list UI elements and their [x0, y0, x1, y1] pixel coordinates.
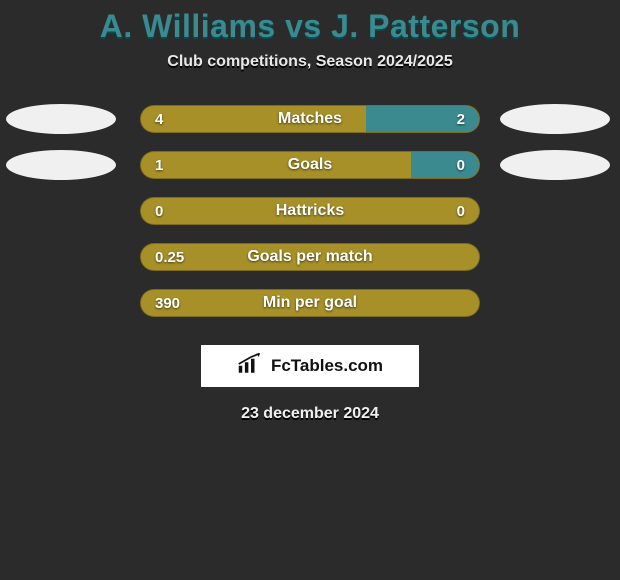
- stat-bar: 0Hattricks0: [140, 197, 480, 225]
- comparison-title: A. Williams vs J. Patterson: [0, 8, 620, 45]
- stat-label: Matches: [141, 106, 479, 132]
- player-left-badge: [6, 150, 116, 180]
- stat-row: 0.25Goals per match: [0, 237, 620, 283]
- stat-bar: 4Matches2: [140, 105, 480, 133]
- stat-row: 390Min per goal: [0, 283, 620, 329]
- stat-label: Min per goal: [141, 290, 479, 316]
- chart-icon: [237, 353, 265, 380]
- stat-label: Goals per match: [141, 244, 479, 270]
- subtitle: Club competitions, Season 2024/2025: [0, 53, 620, 71]
- stat-value-right: 0: [457, 152, 465, 178]
- stat-row: 1Goals0: [0, 145, 620, 191]
- date-text: 23 december 2024: [0, 405, 620, 423]
- stat-bar: 390Min per goal: [140, 289, 480, 317]
- stat-row: 0Hattricks0: [0, 191, 620, 237]
- stat-bar: 0.25Goals per match: [140, 243, 480, 271]
- brand-text: FcTables.com: [271, 356, 383, 376]
- stat-label: Hattricks: [141, 198, 479, 224]
- brand-badge[interactable]: FcTables.com: [201, 345, 419, 387]
- player-left-badge: [6, 104, 116, 134]
- stat-value-right: 0: [457, 198, 465, 224]
- stat-bar: 1Goals0: [140, 151, 480, 179]
- stat-row: 4Matches2: [0, 99, 620, 145]
- player-right-badge: [500, 104, 610, 134]
- player-right-badge: [500, 150, 610, 180]
- stats-rows: 4Matches21Goals00Hattricks00.25Goals per…: [0, 99, 620, 329]
- stat-value-right: 2: [457, 106, 465, 132]
- stat-label: Goals: [141, 152, 479, 178]
